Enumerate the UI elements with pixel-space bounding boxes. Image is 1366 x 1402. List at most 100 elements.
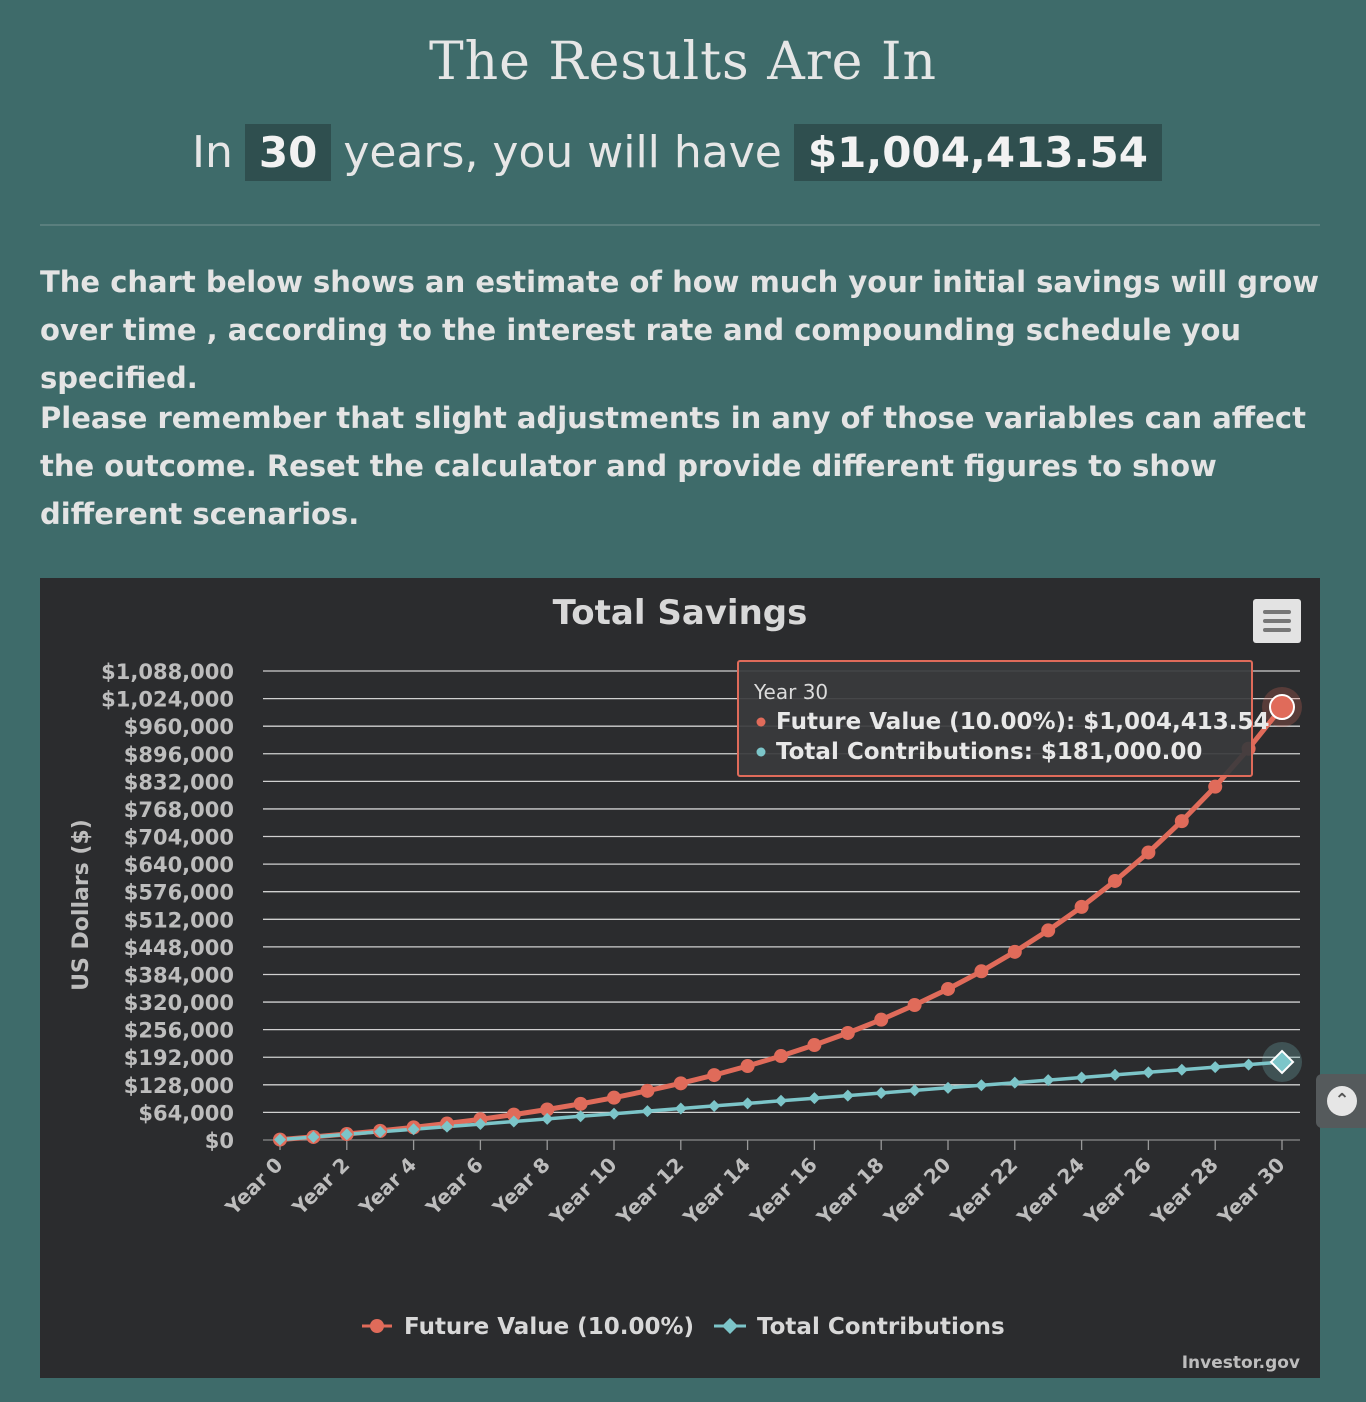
contributions-point[interactable] bbox=[507, 1115, 520, 1128]
x-tick-label: Year 0 bbox=[220, 1153, 287, 1220]
contributions-point[interactable] bbox=[1142, 1066, 1155, 1079]
contributions-point[interactable] bbox=[1008, 1076, 1021, 1089]
section-divider bbox=[40, 224, 1320, 226]
y-axis-title: US Dollars ($) bbox=[69, 819, 94, 991]
tooltip-header: Year 30 bbox=[753, 680, 828, 704]
contributions-point[interactable] bbox=[674, 1102, 687, 1115]
contributions-point[interactable] bbox=[808, 1092, 821, 1105]
contributions-point[interactable] bbox=[641, 1105, 654, 1118]
contributions-point[interactable] bbox=[908, 1084, 921, 1097]
future-value-point[interactable] bbox=[707, 1068, 722, 1083]
page-title: The Results Are In bbox=[428, 32, 938, 92]
future-value-point[interactable] bbox=[673, 1076, 688, 1091]
future-value-point[interactable] bbox=[907, 998, 922, 1013]
y-tick-label: $384,000 bbox=[124, 963, 234, 987]
contributions-point[interactable] bbox=[374, 1125, 387, 1138]
contributions-point[interactable] bbox=[441, 1120, 453, 1133]
contributions-point[interactable] bbox=[608, 1107, 620, 1120]
hamburger-menu-icon bbox=[1263, 610, 1291, 614]
y-tick-label: $640,000 bbox=[124, 853, 234, 877]
future-value-point[interactable] bbox=[941, 981, 955, 996]
contributions-point[interactable] bbox=[340, 1128, 353, 1141]
future-value-point[interactable] bbox=[807, 1038, 822, 1053]
x-tick-label: Year 8 bbox=[487, 1153, 554, 1220]
total-amount: $1,004,413.54 bbox=[793, 123, 1162, 181]
x-tick-label: Year 20 bbox=[878, 1153, 955, 1230]
y-tick-label: $960,000 bbox=[124, 715, 234, 739]
future-value-point[interactable] bbox=[1007, 944, 1022, 959]
contributions-point[interactable] bbox=[1042, 1074, 1055, 1087]
chart-title: Total Savings bbox=[553, 593, 808, 633]
contributions-point[interactable] bbox=[1109, 1068, 1121, 1081]
y-tick-label: $0 bbox=[205, 1129, 234, 1153]
contributions-point[interactable] bbox=[1075, 1071, 1088, 1084]
future-value-point[interactable] bbox=[540, 1102, 555, 1117]
future-value-point[interactable] bbox=[640, 1083, 655, 1098]
contributions-point[interactable] bbox=[307, 1130, 320, 1143]
contributions-point[interactable] bbox=[1209, 1061, 1222, 1074]
x-tick-label: Year 14 bbox=[678, 1153, 755, 1230]
future-value-point[interactable] bbox=[1074, 899, 1089, 914]
contributions-point[interactable] bbox=[942, 1081, 954, 1094]
x-tick-label: Year 24 bbox=[1012, 1153, 1089, 1230]
future-value-point[interactable] bbox=[1269, 694, 1295, 721]
y-tick-label: $64,000 bbox=[138, 1101, 234, 1125]
y-tick-label: $192,000 bbox=[124, 1046, 234, 1070]
contributions-point[interactable] bbox=[407, 1123, 420, 1136]
legend-contributions-label: Total Contributions bbox=[757, 1314, 1005, 1340]
chart-tooltip: Year 30 Future Value (10.00%): $1,004,41… bbox=[737, 660, 1269, 777]
future-value-point[interactable] bbox=[1108, 873, 1122, 888]
tooltip-line-contributions: Total Contributions: $181,000.00 bbox=[776, 739, 1202, 765]
contributions-point[interactable] bbox=[541, 1112, 554, 1125]
x-tick-label: Year 2 bbox=[287, 1153, 354, 1220]
x-tick-label: Year 18 bbox=[811, 1153, 888, 1230]
x-tick-label: Year 12 bbox=[611, 1153, 688, 1230]
tooltip-line-future-value: Future Value (10.00%): $1,004,413.54 bbox=[776, 709, 1269, 735]
future-value-point[interactable] bbox=[974, 964, 989, 979]
contributions-point[interactable] bbox=[474, 1118, 487, 1131]
y-tick-label: $1,088,000 bbox=[101, 660, 234, 684]
contributions-point[interactable] bbox=[708, 1099, 721, 1112]
contributions-point[interactable] bbox=[1269, 1049, 1295, 1075]
chart-menu-button[interactable] bbox=[1253, 599, 1301, 643]
contributions-point[interactable] bbox=[1242, 1058, 1255, 1071]
x-tick-label: Year 10 bbox=[544, 1153, 621, 1230]
x-tick-label: Year 6 bbox=[420, 1153, 487, 1220]
chart-credit[interactable]: Investor.gov bbox=[1182, 1353, 1300, 1373]
future-value-point[interactable] bbox=[573, 1096, 588, 1111]
future-value-point[interactable] bbox=[506, 1107, 521, 1122]
contributions-point[interactable] bbox=[775, 1094, 787, 1107]
future-value-point[interactable] bbox=[774, 1049, 788, 1064]
contributions-point[interactable] bbox=[1175, 1063, 1188, 1076]
y-tick-label: $256,000 bbox=[124, 1019, 234, 1043]
legend-contributions-marker bbox=[722, 1318, 738, 1334]
x-tick-label: Year 30 bbox=[1212, 1153, 1289, 1230]
legend-item-total-contributions[interactable]: Total Contributions bbox=[714, 1314, 1005, 1340]
future-value-point[interactable] bbox=[840, 1025, 855, 1040]
legend-future-value-marker bbox=[370, 1319, 384, 1333]
x-tick-label: Year 4 bbox=[354, 1153, 421, 1220]
future-value-point[interactable] bbox=[1208, 779, 1223, 794]
x-tick-label: Year 22 bbox=[945, 1153, 1022, 1230]
future-value-point[interactable] bbox=[1141, 845, 1156, 860]
contributions-point[interactable] bbox=[274, 1133, 286, 1146]
legend-item-future-value[interactable]: Future Value (10.00%) bbox=[362, 1314, 694, 1340]
contributions-point[interactable] bbox=[841, 1089, 854, 1102]
contributions-point[interactable] bbox=[875, 1087, 888, 1100]
contributions-point[interactable] bbox=[975, 1079, 988, 1092]
chevron-up-icon: ⌃ bbox=[1327, 1086, 1357, 1116]
future-value-point[interactable] bbox=[1041, 923, 1056, 938]
result-summary: In 30 years, you will have $1,004,413.54 bbox=[0, 120, 1366, 184]
y-tick-label: $320,000 bbox=[124, 991, 234, 1015]
contributions-point[interactable] bbox=[574, 1110, 587, 1123]
scroll-to-top-button[interactable]: ⌃ bbox=[1316, 1074, 1366, 1128]
future-value-point[interactable] bbox=[740, 1059, 755, 1074]
future-value-point[interactable] bbox=[607, 1090, 621, 1105]
contributions-point[interactable] bbox=[741, 1097, 754, 1110]
x-tick-label: Year 16 bbox=[745, 1153, 822, 1230]
future-value-point[interactable] bbox=[1174, 814, 1189, 829]
y-tick-label: $512,000 bbox=[124, 908, 234, 932]
y-tick-label: $448,000 bbox=[124, 936, 234, 960]
future-value-point[interactable] bbox=[874, 1012, 889, 1027]
